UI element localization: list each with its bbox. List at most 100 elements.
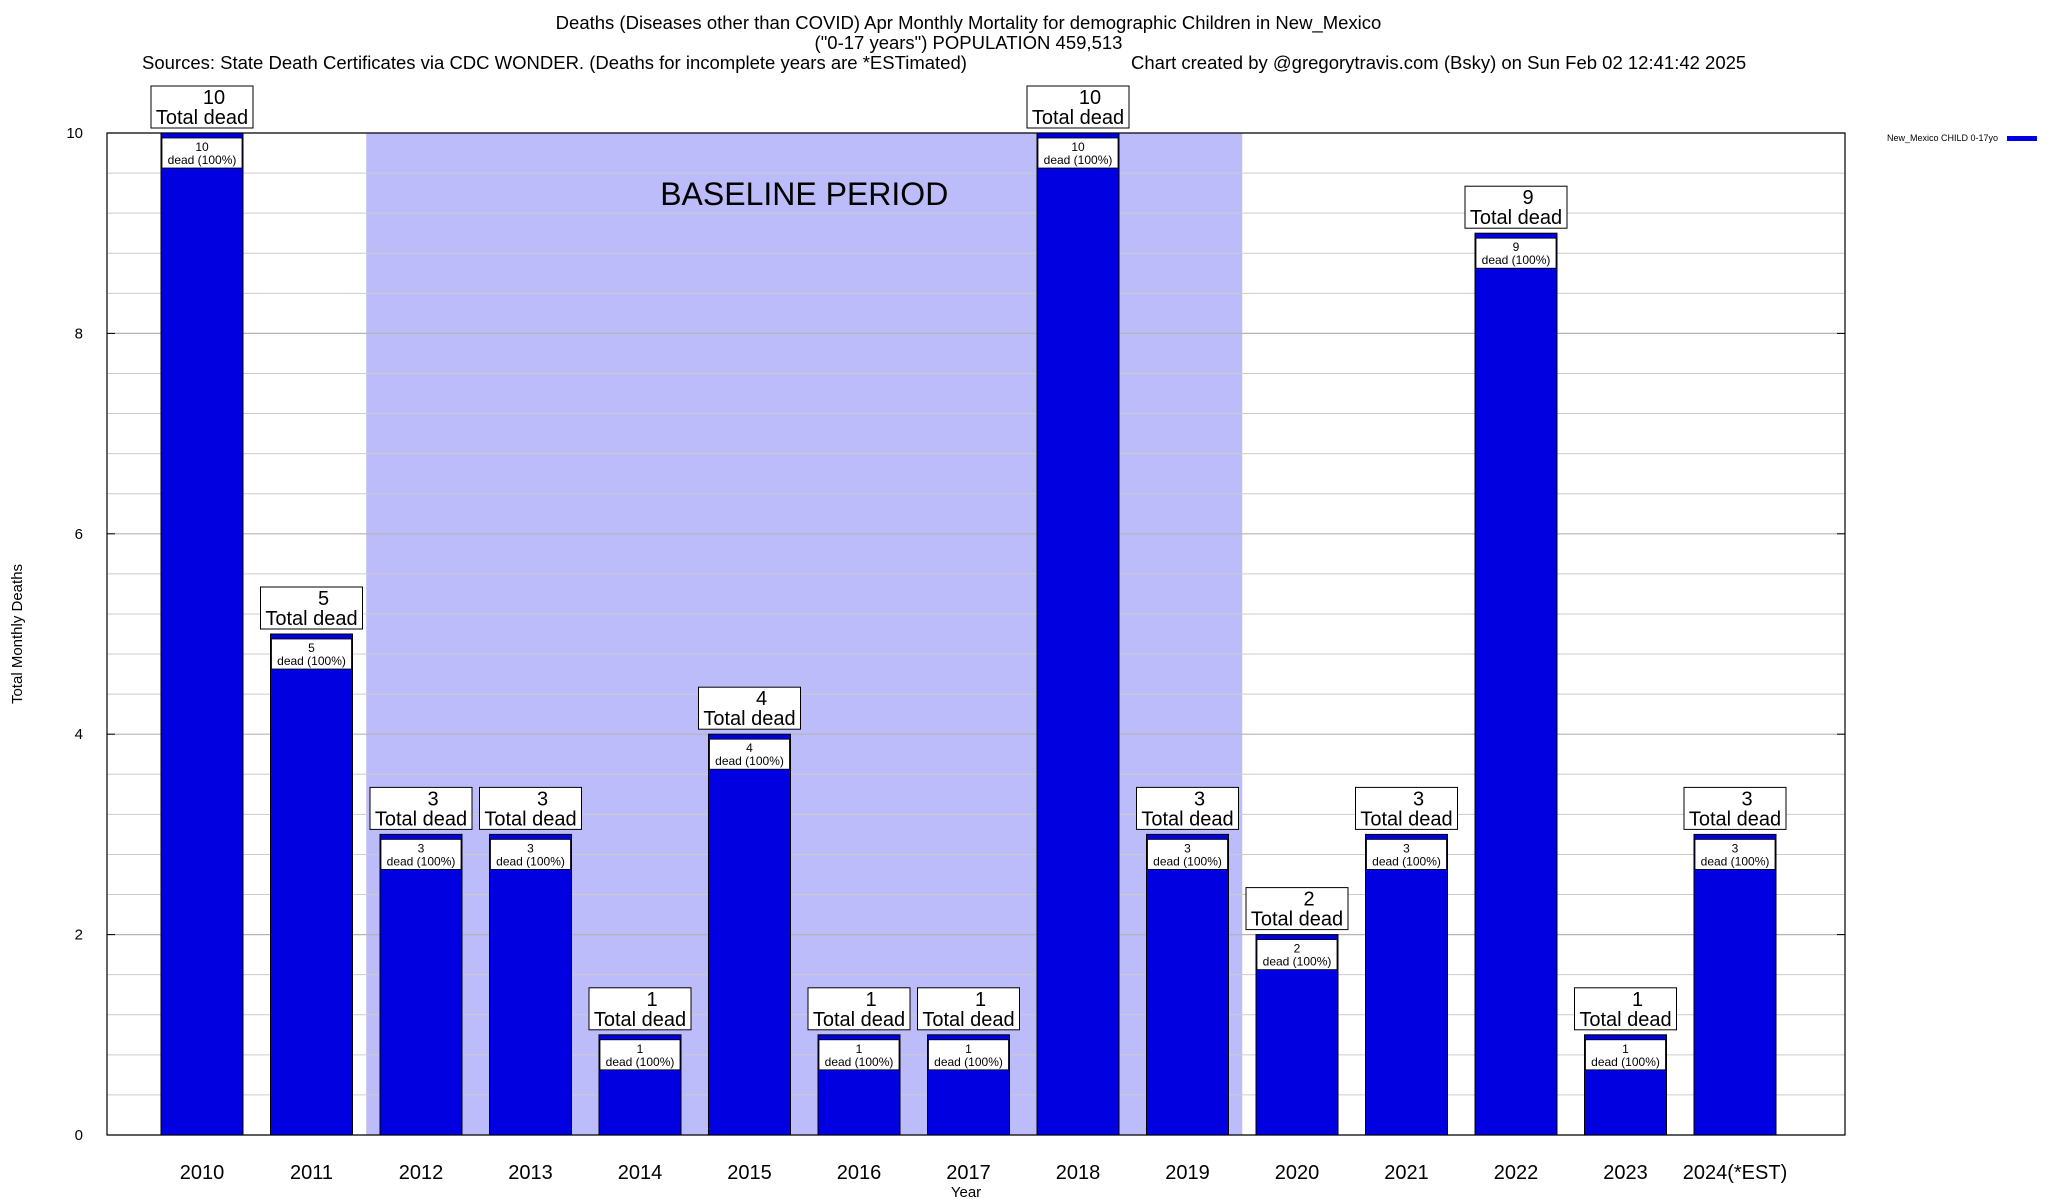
bar-inner-label: dead (100%) [606,1055,675,1069]
bar-total-label: Total dead [484,808,576,830]
bar-total-value: 1 [1632,989,1643,1011]
y-tick-label: 0 [75,1127,83,1144]
bar-total-value: 3 [1741,788,1752,810]
bar-inner-label-box [928,1039,1009,1071]
bar-total-label-box [807,987,911,1031]
bar-inner-label-box [1694,839,1776,870]
x-tick-label: 2010 [180,1162,225,1184]
bar-inner-value: 3 [1184,841,1191,855]
bar-inner-value: 4 [746,741,753,755]
bar-total-value: 3 [1194,788,1205,810]
y-tick-label: 6 [75,526,83,543]
bar-inner-label-box [818,1039,900,1071]
bar-total-label-box [150,85,254,129]
bar-total-value: 1 [975,989,986,1011]
bar-inner-value: 5 [308,641,315,655]
bar-total-label: Total dead [813,1009,905,1031]
bar-total-label: Total dead [703,708,795,730]
x-tick-label: 2016 [837,1162,882,1184]
bar-inner-label-box [380,839,462,870]
bar-inner-label-box [1147,839,1228,870]
bar-inner-value: 10 [195,140,209,154]
bar-total-label-box [1683,786,1787,830]
bar-inner-label-box [161,137,243,169]
bar-total-label-box [1355,786,1458,830]
bar-total-value: 3 [537,788,548,810]
bar-inner-label-box [490,839,571,870]
y-tick-label: 10 [66,125,83,142]
bar-total-label: Total dead [1470,207,1562,229]
bar-inner-label-box [1366,839,1447,870]
bar-inner-label-box [1475,237,1557,269]
x-tick-label: 2024(*EST) [1683,1162,1788,1184]
bar-2012 [379,833,463,1136]
bar-inner-label: dead (100%) [496,854,565,868]
bar-inner-value: 3 [1403,841,1410,855]
bar-total-value: 10 [203,87,225,109]
bar-total-label: Total dead [1141,808,1233,830]
bar-total-label-box [917,987,1020,1031]
bar-inner-value: 10 [1071,140,1085,154]
bar-total-label: Total dead [594,1009,686,1031]
x-tick-label: 2018 [1056,1162,1101,1184]
bar-inner-label: dead (100%) [1044,153,1113,167]
bar-2019 [1146,833,1229,1136]
bar-total-label: Total dead [1360,808,1452,830]
bar-total-value: 1 [646,989,657,1011]
bar-2011 [270,633,353,1136]
bar-inner-value: 3 [1732,841,1739,855]
bar-total-label-box [1026,85,1130,129]
chart-title: Deaths (Diseases other than COVID) Apr M… [555,12,1382,33]
bar-inner-label-box [271,638,352,670]
bar-inner-label: dead (100%) [277,654,346,668]
bar-inner-label: dead (100%) [825,1055,894,1069]
bar-total-label: Total dead [1689,808,1781,830]
bar-total-label: Total dead [1579,1009,1671,1031]
bar-inner-value: 3 [418,841,425,855]
x-tick-label: 2019 [1165,1162,1210,1184]
bar-inner-label: dead (100%) [715,754,784,768]
bar-total-label-box [1245,887,1349,931]
bar-total-label: Total dead [265,608,357,630]
bar-inner-label: dead (100%) [1372,854,1441,868]
bar-inner-value: 1 [637,1042,644,1056]
bar-2021 [1365,833,1448,1136]
y-axis-label: Total Monthly Deaths [9,564,26,704]
x-tick-label: 2011 [290,1162,333,1184]
y-tick-label: 4 [75,726,83,743]
bar-inner-value: 9 [1513,240,1520,254]
bar-total-label: Total dead [1032,107,1124,129]
y-tick-label: 2 [75,927,83,944]
bar-total-value: 10 [1079,87,1101,109]
bar-inner-value: 1 [1622,1042,1629,1056]
sources-note: Sources: State Death Certificates via CD… [142,52,967,73]
bar-2015 [708,733,791,1136]
bar-total-value: 3 [1413,788,1424,810]
x-tick-label: 2017 [946,1162,991,1184]
bar-total-value: 3 [427,788,438,810]
bar-inner-value: 2 [1294,942,1301,956]
bar-inner-value: 3 [527,841,534,855]
x-tick-label: 2013 [508,1162,553,1184]
legend-swatch [2007,136,2037,141]
x-tick-label: 2015 [727,1162,772,1184]
bar-2018 [1036,132,1120,1136]
x-tick-label: 2014 [618,1162,663,1184]
bar-total-label: Total dead [1251,909,1343,931]
bar-inner-label: dead (100%) [1701,854,1770,868]
bar-total-label-box [260,586,363,630]
bar-2022 [1474,232,1558,1136]
bar-total-label: Total dead [922,1009,1014,1031]
bar-inner-label: dead (100%) [934,1055,1003,1069]
bar-total-value: 5 [318,588,329,610]
x-tick-label: 2020 [1275,1162,1320,1184]
bar-inner-value: 1 [856,1042,863,1056]
bar-total-label-box [588,987,692,1031]
bar-total-label-box [698,686,801,730]
bar-total-label-box [1464,185,1568,229]
bar-inner-label-box [599,1039,681,1071]
baseline-region-label: BASELINE PERIOD [660,176,948,212]
bar-total-value: 9 [1522,187,1533,209]
